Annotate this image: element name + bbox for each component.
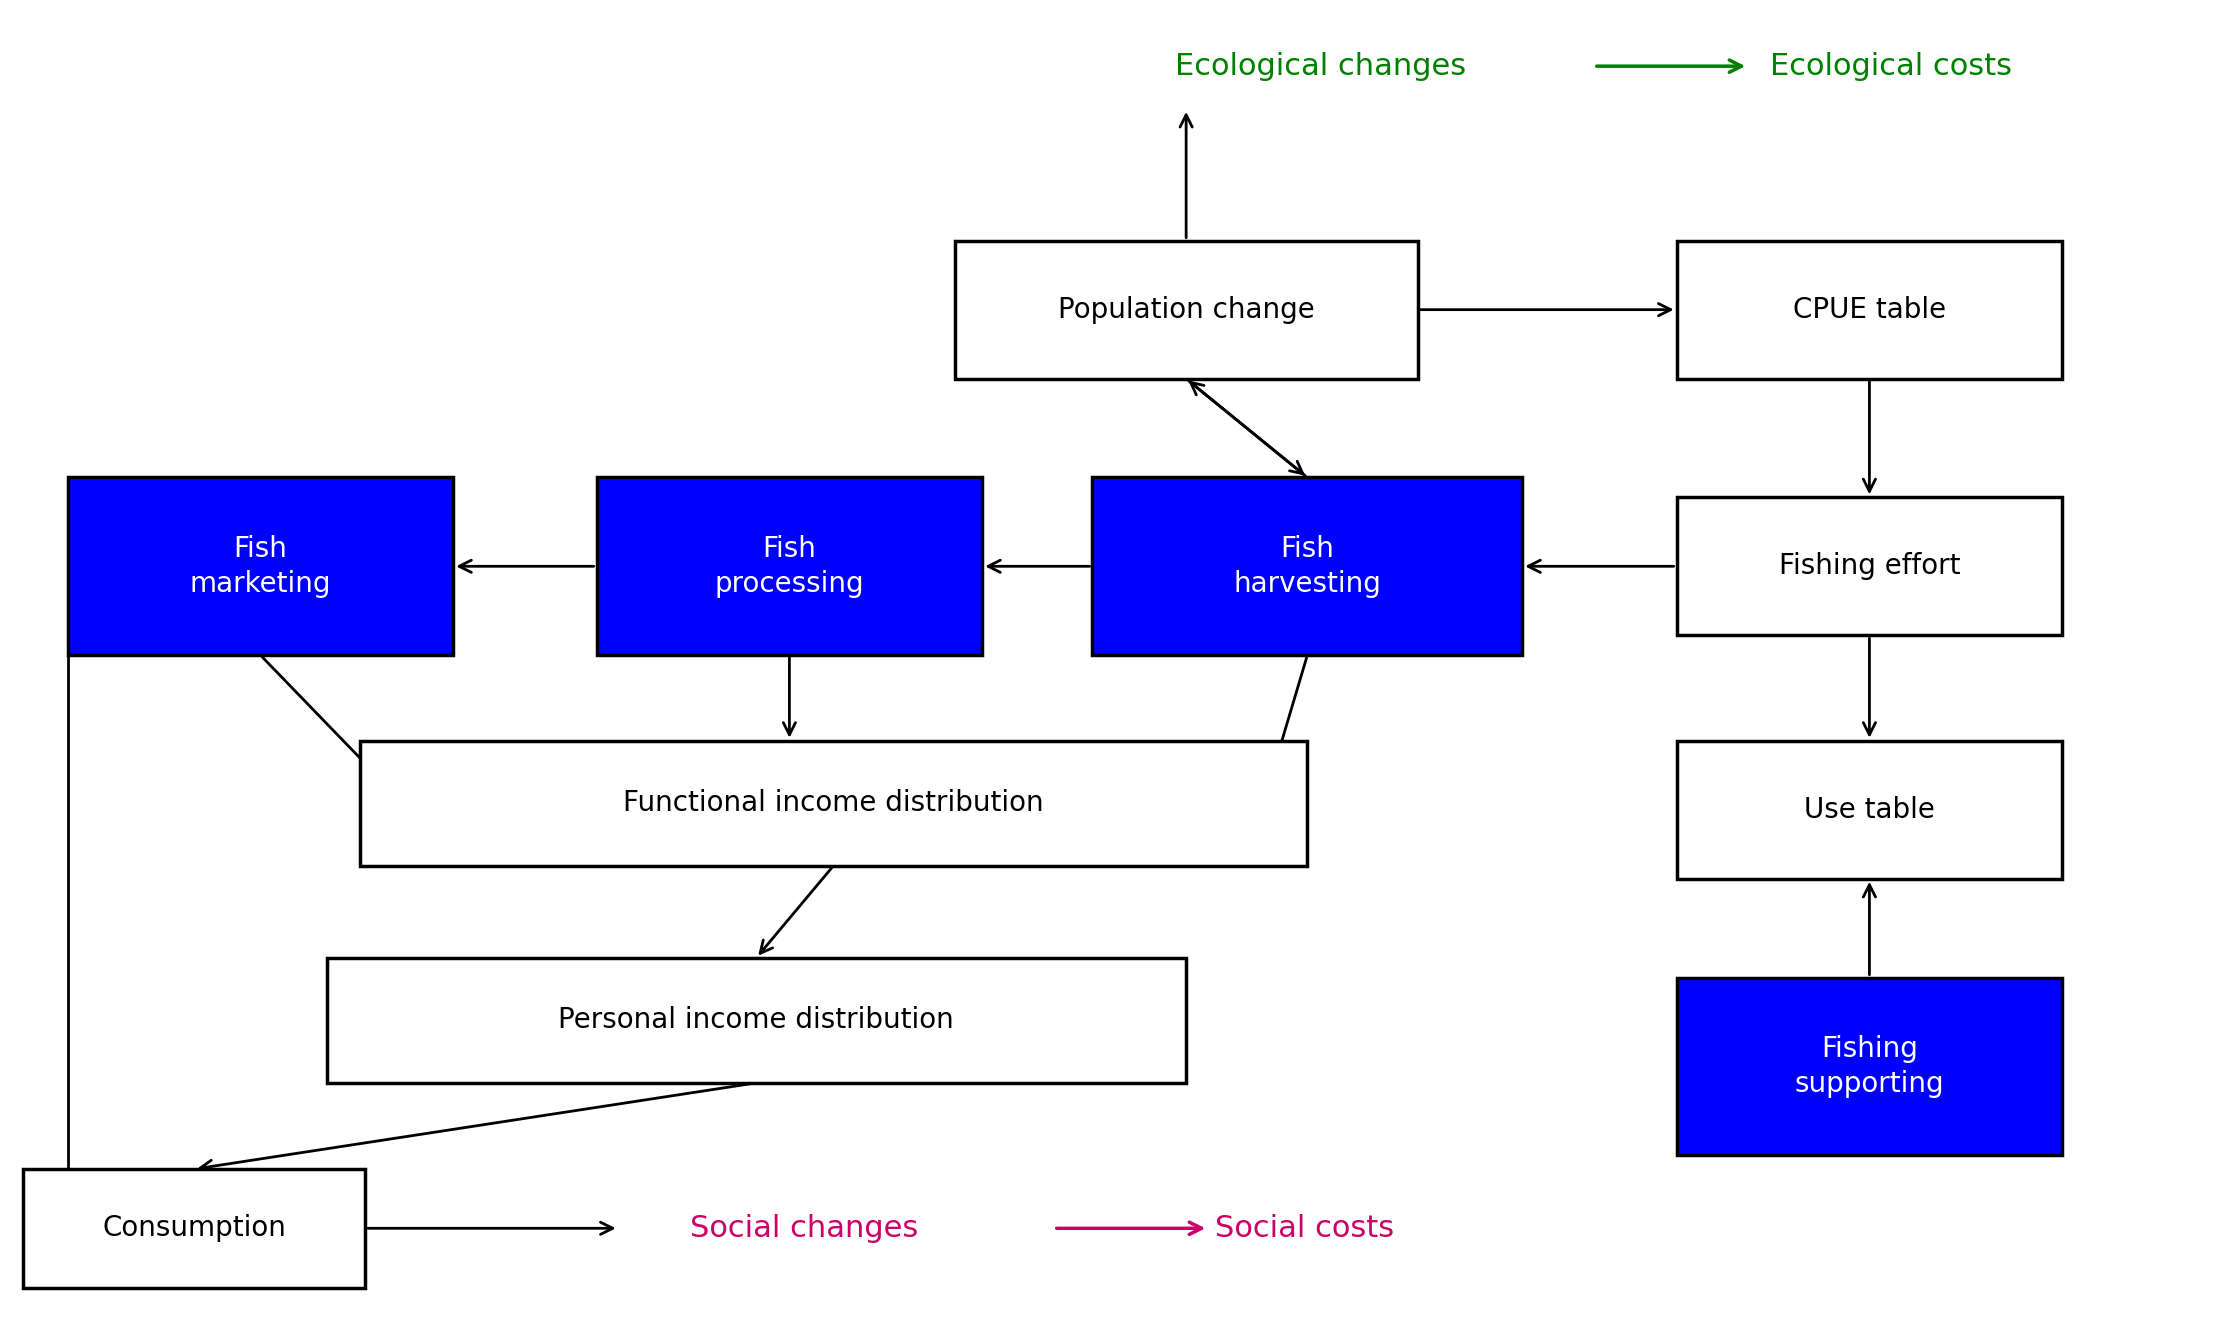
Text: Ecological changes: Ecological changes [1176, 52, 1466, 81]
FancyBboxPatch shape [1677, 241, 2063, 379]
FancyBboxPatch shape [359, 741, 1306, 866]
Text: Social costs: Social costs [1215, 1214, 1393, 1242]
FancyBboxPatch shape [326, 958, 1187, 1083]
Text: Fish
processing: Fish processing [714, 535, 865, 597]
Text: Personal income distribution: Personal income distribution [559, 1007, 954, 1035]
Text: CPUE table: CPUE table [1792, 295, 1945, 323]
Text: Fish
marketing: Fish marketing [191, 535, 330, 597]
FancyBboxPatch shape [1093, 477, 1522, 656]
Text: Population change: Population change [1058, 295, 1315, 323]
Text: Fishing
supporting: Fishing supporting [1794, 1035, 1945, 1097]
FancyBboxPatch shape [24, 1169, 366, 1287]
Text: Consumption: Consumption [102, 1214, 286, 1242]
Text: Ecological costs: Ecological costs [1770, 52, 2012, 81]
FancyBboxPatch shape [67, 477, 452, 656]
Text: Fishing effort: Fishing effort [1779, 552, 1961, 580]
FancyBboxPatch shape [1677, 741, 2063, 879]
Text: Social changes: Social changes [690, 1214, 918, 1242]
Text: Fish
harvesting: Fish harvesting [1233, 535, 1382, 597]
FancyBboxPatch shape [1677, 497, 2063, 636]
Text: Functional income distribution: Functional income distribution [623, 789, 1045, 817]
FancyBboxPatch shape [597, 477, 983, 656]
FancyBboxPatch shape [954, 241, 1417, 379]
FancyBboxPatch shape [1677, 978, 2063, 1156]
Text: Use table: Use table [1803, 795, 1934, 823]
